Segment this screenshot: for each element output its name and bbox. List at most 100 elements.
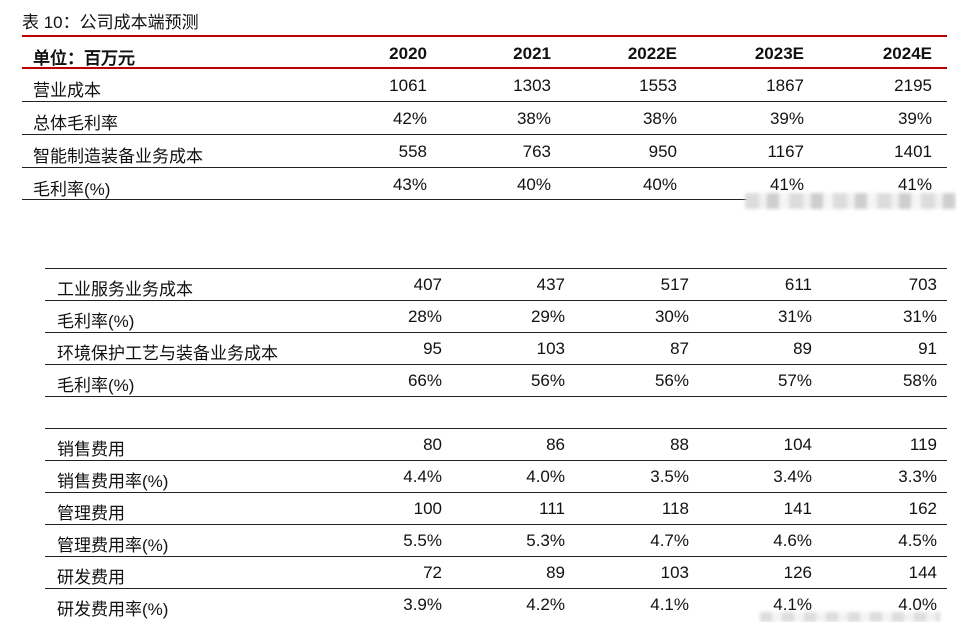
table-bottom-rule [22,199,747,200]
cell-value: 91 [918,339,937,358]
cell-value: 611 [784,275,812,294]
cell-value: 103 [536,339,565,358]
cell-value: 162 [908,499,937,518]
cell-value: 5.3% [526,531,565,550]
cell-value: 119 [909,435,937,454]
table-row: 总体毛利率 42% 38% 38% 39% 39% [0,102,957,134]
cell-value: 89 [793,339,812,358]
row-label: 工业服务业务成本 [57,280,193,299]
table-row: 工业服务业务成本 407 437 517 611 703 [0,268,957,300]
cell-value: 118 [661,499,689,518]
table-row: 研发费用 72 89 103 126 144 [0,556,957,588]
cell-value: 517 [660,275,689,294]
cell-value: 4.7% [650,531,689,550]
row-divider [45,300,947,301]
cell-value: 58% [902,371,937,390]
row-label: 毛利率(%) [57,376,135,395]
cell-value: 2195 [894,76,932,95]
row-divider [45,524,947,525]
cell-value: 144 [908,563,937,582]
table-row: 管理费用 100 111 118 141 162 [0,492,957,524]
row-divider [45,492,947,493]
cell-value: 41% [897,175,932,194]
unit-label: 单位：百万元 [33,49,135,68]
cell-value: 43% [392,175,427,194]
cell-value: 126 [783,563,812,582]
cell-value: 4.2% [526,595,565,614]
row-divider [45,588,947,589]
cell-value: 141 [783,499,812,518]
row-divider [22,101,947,102]
cell-value: 39% [897,109,932,128]
cell-value: 100 [413,499,442,518]
cell-value: 66% [407,371,442,390]
cell-value: 86 [546,435,565,454]
watermark-blur [745,193,957,209]
cell-value: 40% [642,175,677,194]
year-header: 2024E [882,44,932,63]
cell-value: 29% [530,307,565,326]
row-divider [45,396,947,397]
table-row: 销售费用 80 86 88 104 119 [0,428,957,460]
table-row: 毛利率(%) 43% 40% 40% 41% 41% [0,168,957,200]
section-top-rule [45,268,947,269]
table-row: 毛利率(%) 66% 56% 56% 57% 58% [0,364,957,396]
table-row: 智能制造装备业务成本 558 763 950 1167 1401 [0,135,957,167]
cell-value: 56% [654,371,689,390]
cell-value: 1867 [766,76,804,95]
cell-value: 1401 [894,142,932,161]
table-row: 管理费用率(%) 5.5% 5.3% 4.7% 4.6% 4.5% [0,524,957,556]
cell-value: 558 [398,142,427,161]
cell-value: 4.1% [650,595,689,614]
table-row: 毛利率(%) 28% 29% 30% 31% 31% [0,300,957,332]
cell-value: 87 [670,339,689,358]
section-top-rule [45,428,947,429]
cell-value: 95 [423,339,442,358]
cell-value: 3.3% [898,467,937,486]
cell-value: 80 [423,435,442,454]
cell-value: 407 [413,275,442,294]
cell-value: 4.4% [403,467,442,486]
row-label: 毛利率(%) [33,180,111,199]
cell-value: 950 [648,142,677,161]
row-divider [45,332,947,333]
table-title: 表 10：公司成本端预测 [22,13,199,32]
cell-value: 1303 [513,76,551,95]
row-divider [45,364,947,365]
row-label: 智能制造装备业务成本 [33,147,203,166]
cell-value: 38% [516,109,551,128]
cell-value: 39% [769,109,804,128]
cell-value: 1167 [767,142,804,161]
table-row: 营业成本 1061 1303 1553 1867 2195 [0,69,957,101]
cell-value: 4.1% [773,595,812,614]
cell-value: 103 [660,563,689,582]
header-row: 单位：百万元 2020 2021 2022E 2023E 2024E [0,37,957,69]
row-label: 研发费用 [57,568,125,587]
cell-value: 40% [516,175,551,194]
cell-value: 72 [423,563,442,582]
row-divider [45,460,947,461]
year-header: 2020 [389,44,427,63]
cell-value: 42% [392,109,427,128]
cell-value: 437 [536,275,565,294]
cell-value: 1553 [639,76,677,95]
cell-value: 4.0% [526,467,565,486]
header-bottom-rule [22,67,947,69]
cell-value: 38% [642,109,677,128]
cell-value: 4.0% [898,595,937,614]
row-label: 管理费用率(%) [57,536,169,555]
cell-value: 104 [783,435,812,454]
row-label: 毛利率(%) [57,312,135,331]
cell-value: 4.5% [898,531,937,550]
cell-value: 30% [654,307,689,326]
year-header: 2021 [513,44,551,63]
row-label: 销售费用 [57,440,125,459]
year-header: 2022E [627,44,677,63]
row-label: 销售费用率(%) [57,472,169,491]
cell-value: 31% [902,307,937,326]
cell-value: 31% [777,307,812,326]
cell-value: 1061 [389,76,427,95]
cell-value: 703 [908,275,937,294]
table-row: 环境保护工艺与装备业务成本 95 103 87 89 91 [0,332,957,364]
cell-value: 111 [539,499,565,518]
